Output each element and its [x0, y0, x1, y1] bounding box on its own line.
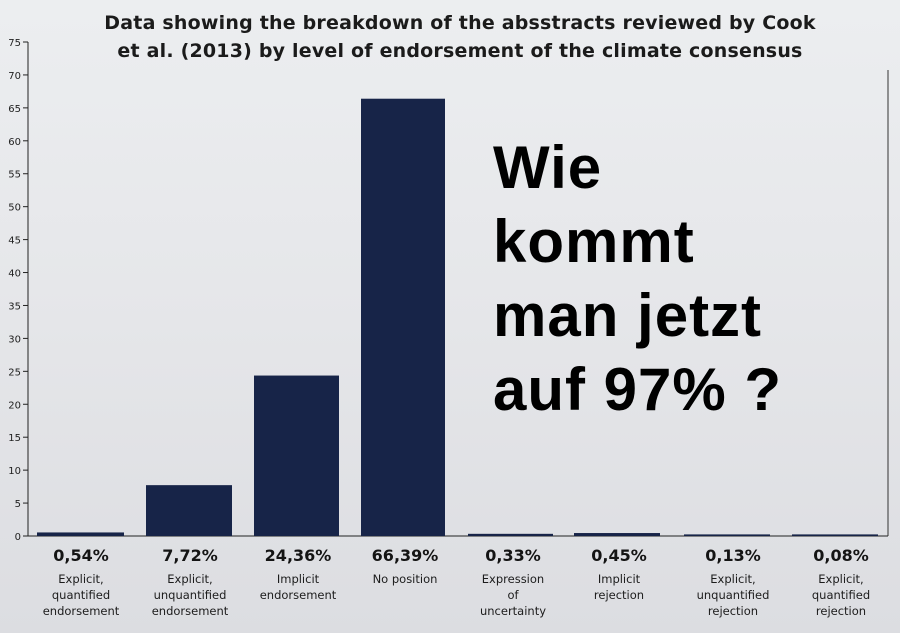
data-label: 0,13%	[705, 546, 761, 565]
data-label: 0,08%	[813, 546, 869, 565]
x-tick-label: Implicit rejection	[593, 572, 645, 602]
y-tick-label: 65	[8, 104, 21, 115]
y-tick-label: 40	[8, 269, 21, 280]
y-tick-label: 25	[8, 367, 21, 378]
category-cell: 7,72% Explicit, unquantified endorsement	[137, 546, 243, 619]
y-tick-label: 5	[15, 499, 21, 510]
bar	[792, 534, 878, 536]
data-label: 24,36%	[264, 546, 332, 565]
overlay-text-line-4: auf 97% ?	[493, 356, 783, 423]
category-cell: 0,08% Explicit, quantified rejection	[788, 546, 894, 619]
y-tick-label: 15	[8, 433, 21, 444]
category-cell: 0,45% Implicit rejection	[566, 546, 672, 603]
bar	[37, 532, 124, 536]
y-tick-label: 10	[8, 466, 21, 477]
data-label: 66,39%	[371, 546, 439, 565]
x-tick-label: Explicit, unquantified rejection	[696, 572, 770, 618]
category-cell: 0,13% Explicit, unquantified rejection	[680, 546, 786, 619]
x-tick-label: Expression of uncertainty	[479, 572, 547, 618]
bar	[254, 375, 339, 536]
chart-title-line-1: Data showing the breakdown of the absstr…	[104, 12, 816, 34]
y-tick-label: 75	[8, 38, 21, 49]
overlay-text-line-1: Wie	[493, 134, 603, 201]
bar	[574, 533, 660, 536]
x-tick-label: Implicit endorsement	[259, 572, 337, 602]
y-tick-label: 45	[8, 236, 21, 247]
data-label: 0,45%	[591, 546, 647, 565]
y-tick-label: 35	[8, 301, 21, 312]
y-tick-label: 55	[8, 170, 21, 181]
category-cell: 0,33% Expression of uncertainty	[460, 546, 566, 619]
x-tick-label: Explicit, unquantified endorsement	[151, 572, 229, 618]
category-cell: 0,54% Explicit, quantified endorsement	[28, 546, 134, 619]
x-tick-label: Explicit, quantified rejection	[811, 572, 871, 618]
y-tick-label: 60	[8, 137, 21, 148]
category-cell: 24,36% Implicit endorsement	[245, 546, 351, 603]
y-tick-label: 30	[8, 334, 21, 345]
data-label: 7,72%	[162, 546, 218, 565]
x-tick-label: Explicit, quantified endorsement	[42, 572, 120, 618]
x-tick-label: No position	[372, 572, 438, 586]
chart-title-line-2: et al. (2013) by level of endorsement of…	[117, 40, 803, 62]
bar	[468, 533, 553, 536]
y-tick-label: 50	[8, 203, 21, 214]
overlay-text-line-3: man jetzt	[493, 282, 763, 349]
category-cell: 66,39% No position	[352, 546, 458, 587]
overlay-text-line-2: kommt	[493, 208, 695, 275]
y-tick-label: 70	[8, 71, 21, 82]
data-label: 0,33%	[485, 546, 541, 565]
bar	[361, 98, 445, 537]
bar	[146, 485, 232, 536]
bar	[684, 534, 770, 536]
y-tick-label: 0	[15, 532, 21, 543]
data-label: 0,54%	[53, 546, 109, 565]
y-tick-label: 20	[8, 400, 21, 411]
